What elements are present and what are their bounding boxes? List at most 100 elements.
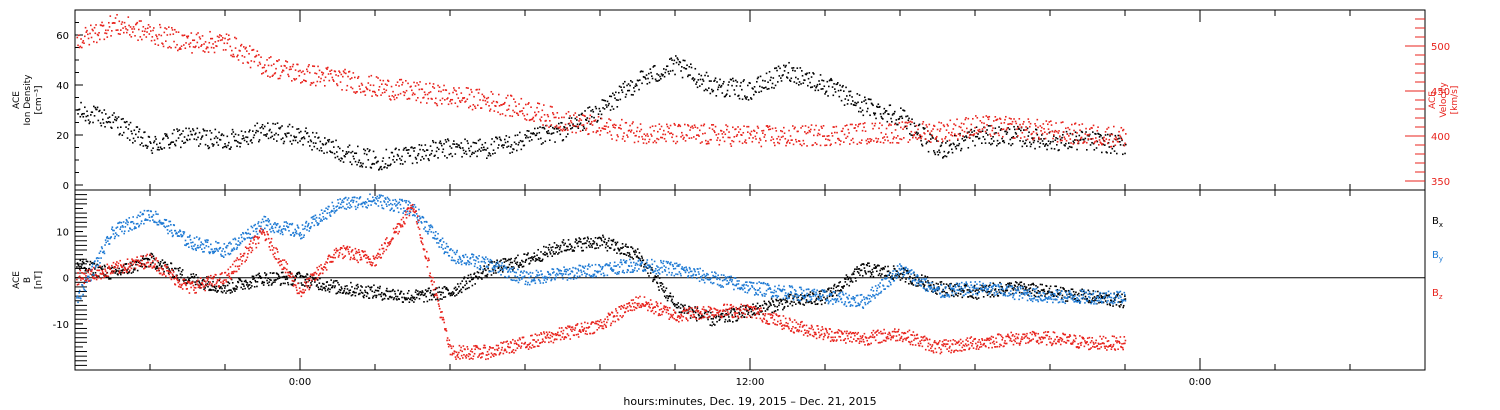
bx-point xyxy=(573,250,575,252)
density-point xyxy=(395,147,397,150)
bx-point xyxy=(244,279,247,282)
density-point xyxy=(946,140,949,142)
density-point xyxy=(117,126,119,129)
density-point xyxy=(99,109,101,112)
density-point xyxy=(631,81,634,83)
velocity-point xyxy=(1104,140,1106,143)
by-point xyxy=(81,284,84,287)
bx-point xyxy=(285,275,288,278)
velocity-point xyxy=(663,137,666,140)
density-point xyxy=(1086,149,1088,151)
density-point xyxy=(663,75,666,78)
bx-point xyxy=(291,284,294,287)
density-point xyxy=(351,163,353,166)
velocity-point xyxy=(822,124,825,127)
bx-point xyxy=(404,297,406,300)
density-point xyxy=(844,98,847,100)
density-point xyxy=(984,142,987,144)
density-point xyxy=(286,132,289,135)
velocity-point xyxy=(620,127,622,130)
density-point xyxy=(707,75,709,77)
density-point xyxy=(776,69,778,72)
bx-point xyxy=(354,287,356,290)
density-point xyxy=(574,117,577,120)
bx-point xyxy=(738,311,740,314)
bx-point xyxy=(892,265,895,267)
bx-point xyxy=(99,266,101,268)
velocity-point xyxy=(1099,141,1102,144)
density-point xyxy=(966,136,968,139)
bx-point xyxy=(272,281,275,284)
by-point xyxy=(82,293,84,296)
density-point xyxy=(1055,136,1057,139)
bx-point xyxy=(471,284,474,287)
bx-point xyxy=(201,283,203,286)
density-point xyxy=(613,94,616,96)
bx-point xyxy=(354,294,357,297)
bx-point xyxy=(639,259,642,262)
density-point xyxy=(752,88,754,90)
velocity-point xyxy=(538,102,541,105)
bx-point xyxy=(442,291,444,294)
bx-point xyxy=(653,276,655,279)
density-point xyxy=(952,142,955,145)
density-point xyxy=(948,144,951,147)
bx-point xyxy=(158,264,161,267)
velocity-point xyxy=(423,96,425,99)
bx-point xyxy=(769,301,771,304)
velocity-point xyxy=(795,138,797,141)
bx-point xyxy=(922,283,925,286)
velocity-point xyxy=(680,135,682,138)
density-point xyxy=(876,106,879,108)
density-point xyxy=(882,112,885,115)
velocity-point xyxy=(792,125,794,127)
velocity-point xyxy=(287,73,289,76)
density-point xyxy=(909,132,911,135)
density-point xyxy=(138,128,141,131)
velocity-point xyxy=(828,135,830,137)
bx-point xyxy=(1046,292,1049,295)
velocity-point xyxy=(392,90,394,93)
velocity-point xyxy=(351,77,353,79)
bx-point xyxy=(1068,293,1070,295)
velocity-point xyxy=(1113,125,1115,128)
density-point xyxy=(272,122,274,125)
velocity-point xyxy=(124,25,127,28)
density-point xyxy=(465,153,468,155)
bx-point xyxy=(764,302,766,305)
bx-point xyxy=(792,297,794,300)
bx-point xyxy=(924,281,927,283)
density-point xyxy=(833,82,835,85)
velocity-point xyxy=(431,98,433,100)
bx-point xyxy=(407,297,410,299)
bx-point xyxy=(1034,295,1037,298)
velocity-point xyxy=(121,21,124,23)
bx-point xyxy=(398,298,401,301)
by-point xyxy=(127,230,130,232)
bx-point xyxy=(883,275,886,277)
density-point xyxy=(523,144,526,147)
bx-point xyxy=(935,282,938,285)
density-point xyxy=(689,74,691,76)
bx-point xyxy=(357,286,359,288)
velocity-point xyxy=(414,93,416,96)
density-point xyxy=(744,95,746,97)
density-point xyxy=(456,146,459,148)
bx-point xyxy=(664,289,667,292)
density-point xyxy=(914,125,916,128)
by-point xyxy=(163,218,166,221)
bx-point xyxy=(259,275,262,278)
bx-point xyxy=(833,283,836,286)
bx-point xyxy=(665,287,668,290)
bx-point xyxy=(347,293,350,295)
velocity-point xyxy=(204,41,207,43)
bx-point xyxy=(91,262,94,264)
velocity-point xyxy=(363,90,366,93)
velocity-point xyxy=(776,138,778,140)
density-point xyxy=(1068,145,1071,148)
velocity-point xyxy=(517,114,520,116)
velocity-point xyxy=(651,135,653,137)
velocity-point xyxy=(723,140,726,143)
density-point xyxy=(388,156,391,159)
density-point xyxy=(1095,147,1098,149)
